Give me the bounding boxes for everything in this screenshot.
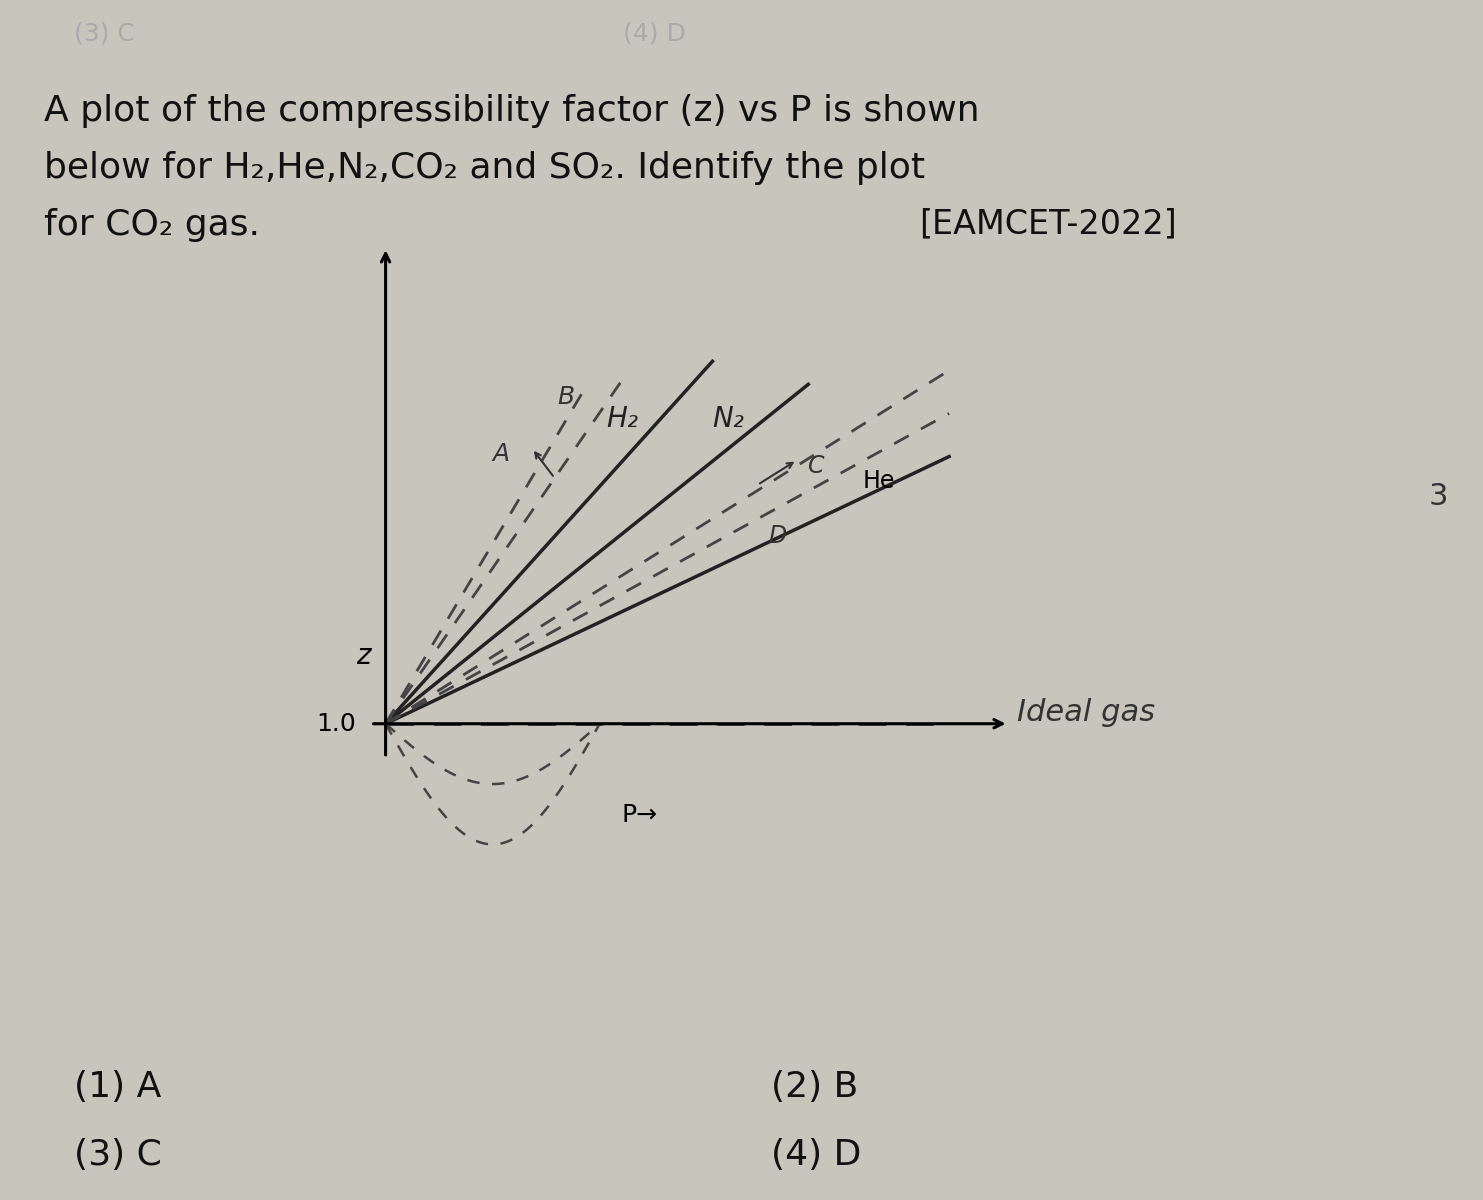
Text: (3) C: (3) C <box>74 20 135 44</box>
Text: below for H₂,He,N₂,CO₂ and SO₂. Identify the plot: below for H₂,He,N₂,CO₂ and SO₂. Identify… <box>44 151 925 185</box>
Text: A plot of the compressibility factor (z) vs P is shown: A plot of the compressibility factor (z)… <box>44 95 980 128</box>
Text: (3) C: (3) C <box>74 1138 162 1171</box>
Text: (4) D: (4) D <box>771 1138 862 1171</box>
Text: 1.0: 1.0 <box>316 712 356 736</box>
Text: C: C <box>808 454 825 478</box>
Text: B: B <box>558 385 574 409</box>
Text: [EAMCET-2022]: [EAMCET-2022] <box>919 208 1178 241</box>
Text: 3: 3 <box>1428 482 1449 511</box>
Text: D: D <box>768 524 787 548</box>
Text: (1) A: (1) A <box>74 1069 162 1104</box>
Text: He: He <box>863 469 894 493</box>
Text: A: A <box>492 442 510 466</box>
Text: N₂: N₂ <box>712 404 744 433</box>
Text: (4) D: (4) D <box>623 20 685 44</box>
Text: for CO₂ gas.: for CO₂ gas. <box>44 208 261 241</box>
Text: Ideal gas: Ideal gas <box>1017 698 1155 727</box>
Text: H₂: H₂ <box>607 404 638 433</box>
Text: z: z <box>356 642 371 670</box>
Text: P→: P→ <box>621 803 657 827</box>
Text: (2) B: (2) B <box>771 1069 859 1104</box>
